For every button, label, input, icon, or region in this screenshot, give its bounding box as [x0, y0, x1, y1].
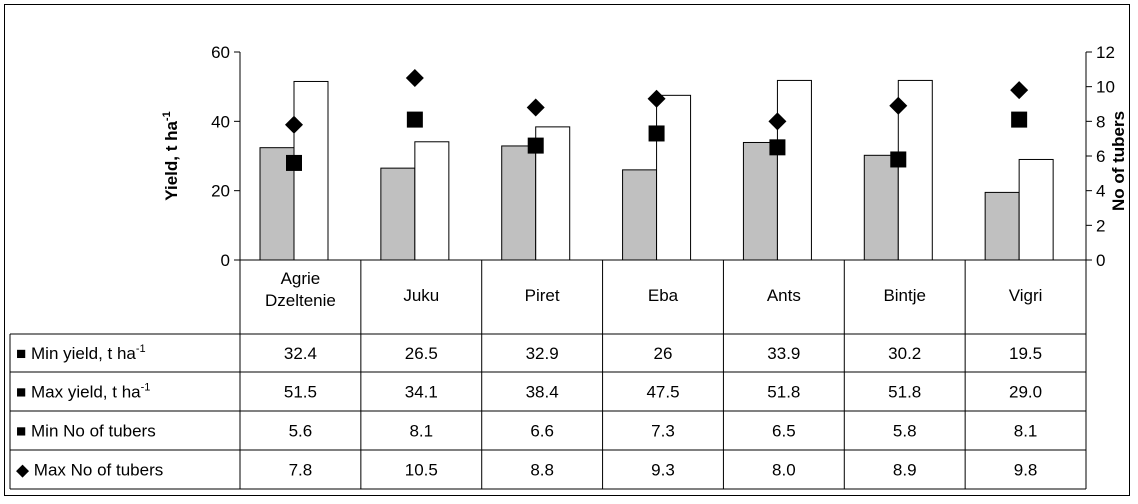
- table-cell: 8.8: [530, 461, 554, 480]
- table-cell: 29.0: [1009, 383, 1042, 402]
- row-label: ◆ Max No of tubers: [16, 461, 163, 480]
- table-cell: 5.6: [289, 422, 313, 441]
- table-cell: 7.8: [289, 461, 313, 480]
- y-left-tick-label: 60: [211, 43, 230, 62]
- row-label-text: Max No of tubers: [34, 461, 163, 480]
- marker-max-tubers: [768, 112, 787, 131]
- row-label-text: Min yield, t ha: [31, 344, 136, 363]
- table-cell: 8.1: [1014, 422, 1038, 441]
- bar-min-yield: [984, 191, 1020, 261]
- row-legend-key: ■: [16, 383, 31, 402]
- marker-min-tubers: [527, 137, 544, 154]
- table-cell: 34.1: [405, 383, 438, 402]
- y-left-tick-label: 20: [211, 182, 230, 201]
- table-cell: 38.4: [526, 383, 559, 402]
- table-cell: 5.8: [893, 422, 917, 441]
- bar-max-yield: [656, 94, 692, 261]
- marker-max-tubers: [526, 98, 545, 117]
- y-right-tick-label: 0: [1096, 251, 1105, 270]
- marker-max-tubers: [405, 69, 424, 87]
- row-label-sup: -1: [141, 382, 151, 394]
- row-legend-key: ■: [16, 422, 31, 441]
- row-label: ■ Max yield, t ha-1: [16, 382, 150, 402]
- marker-min-tubers: [648, 125, 665, 142]
- bar-min-yield: [380, 167, 416, 261]
- y-left-axis-title: Yield, t ha-1: [161, 111, 181, 200]
- bar-min-yield: [622, 169, 658, 261]
- marker-min-tubers: [890, 151, 907, 168]
- table-cell: 30.2: [888, 344, 921, 363]
- row-legend-key: ◆: [16, 461, 34, 480]
- table-cell: 6.5: [772, 422, 796, 441]
- table-cell: 10.5: [405, 461, 438, 480]
- y-left-tick-label: 0: [221, 251, 230, 270]
- table-cell: 47.5: [646, 383, 679, 402]
- y-right-axis-title: No of tubers: [1109, 111, 1128, 211]
- y-left-axis-title-text: Yield, t ha: [162, 121, 181, 201]
- table-cell: 9.3: [651, 461, 675, 480]
- category-label: Eba: [648, 286, 679, 305]
- marker-max-tubers: [647, 89, 666, 108]
- row-label-text: Min No of tubers: [31, 422, 156, 441]
- marker-min-tubers: [769, 139, 786, 156]
- table-cell: 8.9: [893, 461, 917, 480]
- bar-min-yield: [742, 141, 778, 261]
- y-right-tick-label: 6: [1096, 147, 1105, 166]
- table-cell: 19.5: [1009, 344, 1042, 363]
- category-label: Bintje: [883, 286, 926, 305]
- bar-min-yield: [863, 154, 899, 261]
- bar-max-yield: [776, 79, 812, 261]
- row-label-sup: -1: [136, 343, 146, 355]
- bar-max-yield: [414, 141, 450, 261]
- marker-max-tubers: [889, 96, 908, 115]
- table-cell: 7.3: [651, 422, 675, 441]
- marker-min-tubers: [406, 111, 423, 128]
- category-label: Dzeltenie: [265, 291, 336, 310]
- bar-min-yield: [501, 145, 537, 261]
- table-cell: 51.8: [888, 383, 921, 402]
- table-cell: 6.6: [530, 422, 554, 441]
- bar-max-yield: [1018, 158, 1054, 261]
- y-right-tick-label: 12: [1096, 43, 1115, 62]
- row-label: ■ Min No of tubers: [16, 422, 156, 441]
- category-label: Juku: [403, 286, 439, 305]
- category-label: Vigri: [1009, 286, 1043, 305]
- table-cell: 9.8: [1014, 461, 1038, 480]
- y-right-tick-label: 8: [1096, 112, 1105, 131]
- marker-min-tubers: [1011, 111, 1028, 128]
- table-cell: 26.5: [405, 344, 438, 363]
- y-right-tick-label: 2: [1096, 216, 1105, 235]
- marker-max-tubers: [285, 115, 303, 134]
- y-right-tick-label: 4: [1096, 182, 1105, 201]
- table-cell: 8.0: [772, 461, 796, 480]
- table-cell: 32.4: [284, 344, 317, 363]
- category-label: Agrie: [281, 269, 321, 288]
- table-cell: 8.1: [409, 422, 433, 441]
- row-label: ■ Min yield, t ha-1: [16, 343, 146, 363]
- table-cell: 26: [654, 344, 673, 363]
- table-cell: 51.5: [284, 383, 317, 402]
- row-label-text: Max yield, t ha: [31, 383, 141, 402]
- y-left-axis-title-sup: -1: [161, 111, 173, 121]
- chart-frame: 0 20 40 60 0 2 4 6 8 10 12 Yield, t ha-1 No of tuber…: [4, 4, 1130, 496]
- table-cell: 32.9: [526, 344, 559, 363]
- y-right-tick-label: 10: [1096, 78, 1115, 97]
- category-label: Piret: [525, 286, 560, 305]
- y-left-tick-label: 40: [211, 112, 230, 131]
- table-cell: 33.9: [767, 344, 800, 363]
- marker-max-tubers: [1010, 81, 1029, 100]
- table-cell: 51.8: [767, 383, 800, 402]
- category-label: Ants: [767, 286, 801, 305]
- marker-min-tubers: [286, 154, 302, 171]
- row-legend-key: ■: [16, 344, 31, 363]
